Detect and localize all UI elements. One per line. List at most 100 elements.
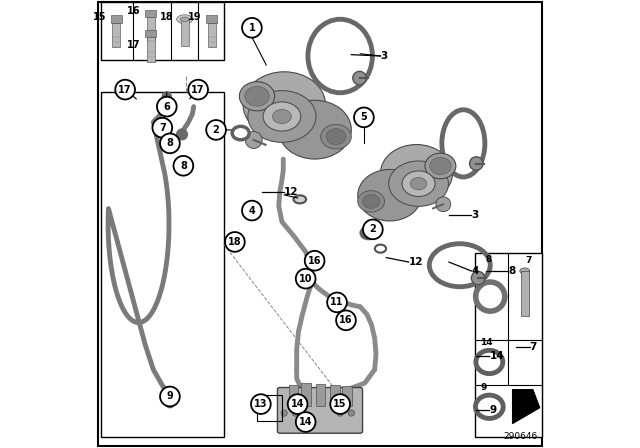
Text: 9: 9: [481, 383, 487, 392]
Ellipse shape: [476, 282, 505, 311]
Circle shape: [327, 293, 347, 312]
Text: 17: 17: [191, 85, 205, 95]
Text: 14: 14: [299, 417, 312, 427]
Bar: [257, 395, 282, 421]
Ellipse shape: [273, 109, 291, 124]
Bar: [101, 92, 224, 437]
Text: 8: 8: [486, 255, 492, 264]
Ellipse shape: [321, 125, 351, 149]
Ellipse shape: [232, 126, 249, 140]
Ellipse shape: [361, 228, 376, 238]
Text: 8: 8: [180, 161, 187, 171]
Ellipse shape: [244, 86, 269, 106]
Circle shape: [354, 108, 374, 127]
Circle shape: [242, 18, 262, 38]
Text: 3: 3: [380, 51, 388, 61]
Text: 3: 3: [472, 210, 479, 220]
Ellipse shape: [388, 161, 449, 207]
Text: 1: 1: [248, 23, 255, 33]
Circle shape: [281, 410, 287, 416]
Bar: [521, 271, 529, 316]
Ellipse shape: [180, 17, 189, 22]
Ellipse shape: [278, 100, 351, 159]
Circle shape: [330, 394, 350, 414]
Circle shape: [336, 310, 356, 330]
Text: 13: 13: [254, 399, 268, 409]
Text: 4: 4: [472, 266, 479, 276]
Ellipse shape: [177, 15, 193, 24]
Text: 7: 7: [525, 256, 532, 265]
Circle shape: [152, 118, 172, 138]
Circle shape: [363, 220, 383, 239]
Bar: [101, 2, 224, 60]
Text: 9: 9: [490, 405, 497, 415]
Ellipse shape: [362, 194, 380, 208]
Circle shape: [296, 269, 316, 289]
Ellipse shape: [248, 90, 316, 142]
Text: 18: 18: [160, 12, 173, 22]
Ellipse shape: [476, 395, 503, 418]
Text: 290646: 290646: [503, 432, 538, 441]
Ellipse shape: [425, 153, 456, 179]
Circle shape: [160, 387, 180, 406]
FancyBboxPatch shape: [278, 388, 362, 433]
Circle shape: [242, 201, 262, 220]
Text: 10: 10: [299, 274, 312, 284]
Text: 17: 17: [127, 40, 141, 50]
Polygon shape: [206, 16, 217, 23]
Bar: [289, 385, 298, 406]
Bar: [475, 253, 541, 437]
Ellipse shape: [358, 169, 422, 221]
Circle shape: [245, 132, 262, 148]
Text: 15: 15: [333, 399, 347, 409]
Polygon shape: [111, 16, 122, 23]
Text: 2: 2: [369, 224, 376, 234]
Circle shape: [166, 399, 174, 408]
Text: 14: 14: [481, 338, 493, 347]
Circle shape: [353, 71, 366, 85]
Text: 12: 12: [284, 187, 299, 197]
Ellipse shape: [375, 245, 386, 253]
Bar: [316, 384, 325, 406]
Text: 16: 16: [308, 256, 321, 266]
Circle shape: [188, 80, 208, 99]
Ellipse shape: [263, 102, 301, 131]
Text: 12: 12: [409, 257, 423, 267]
Bar: [207, 22, 216, 47]
Text: 9: 9: [166, 392, 173, 401]
Circle shape: [337, 410, 343, 416]
Ellipse shape: [402, 171, 435, 197]
Circle shape: [160, 134, 180, 153]
Text: 15: 15: [93, 12, 106, 22]
Text: 6: 6: [163, 102, 170, 112]
Circle shape: [288, 394, 307, 414]
Ellipse shape: [410, 177, 427, 190]
Text: 2: 2: [212, 125, 220, 135]
Circle shape: [348, 410, 355, 416]
Text: 16: 16: [127, 6, 141, 16]
Text: 14: 14: [291, 399, 305, 409]
Bar: [342, 386, 352, 406]
Circle shape: [206, 120, 226, 140]
Circle shape: [157, 97, 177, 116]
Text: 14: 14: [490, 351, 504, 361]
Polygon shape: [145, 30, 156, 37]
Circle shape: [163, 92, 172, 101]
Circle shape: [173, 156, 193, 176]
Ellipse shape: [429, 157, 451, 175]
Ellipse shape: [476, 350, 503, 374]
Polygon shape: [513, 390, 540, 423]
Ellipse shape: [239, 82, 275, 111]
Bar: [180, 19, 189, 46]
Ellipse shape: [243, 72, 325, 138]
Text: 5: 5: [360, 112, 367, 122]
Text: 7: 7: [159, 123, 166, 133]
Ellipse shape: [520, 268, 530, 274]
Circle shape: [436, 197, 451, 212]
Bar: [147, 17, 155, 41]
Text: 16: 16: [339, 315, 353, 325]
Text: 8: 8: [166, 138, 173, 148]
Text: 11: 11: [330, 297, 344, 307]
Text: 7: 7: [530, 342, 537, 352]
Ellipse shape: [358, 191, 385, 212]
